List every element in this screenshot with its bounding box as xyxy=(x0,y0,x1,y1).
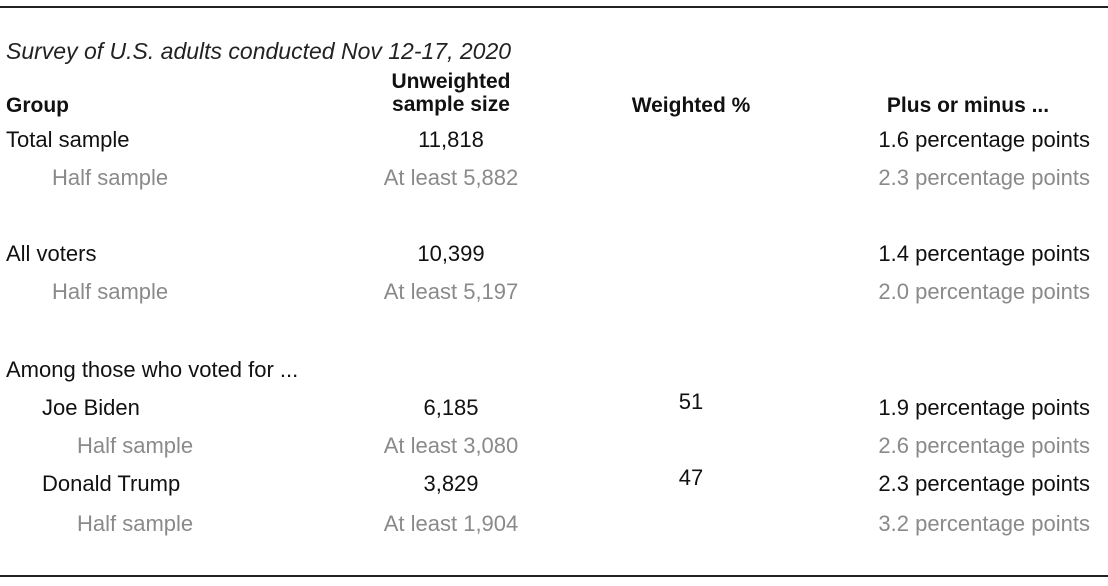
group-label: Donald Trump xyxy=(42,471,181,496)
table-row-section-label: Among those who voted for ... xyxy=(0,355,1108,385)
margin-of-error: 2.3 percentage points xyxy=(878,165,1090,190)
table-row-all-voters: All voters 10,399 1.4 percentage points xyxy=(0,239,1108,269)
sample-size: At least 3,080 xyxy=(383,433,519,458)
sample-size: 6,185 xyxy=(423,395,479,420)
bottom-rule xyxy=(0,575,1108,577)
sample-size: At least 1,904 xyxy=(383,511,519,536)
sample-size: 3,829 xyxy=(423,471,479,496)
survey-caption: Survey of U.S. adults conducted Nov 12-1… xyxy=(6,38,512,64)
group-label: Half sample xyxy=(77,511,194,536)
header-unweighted-line2: sample size xyxy=(392,93,510,116)
margin-of-error: 1.4 percentage points xyxy=(878,241,1090,266)
header-weighted-percent: Weighted % xyxy=(631,94,751,117)
group-label: All voters xyxy=(6,241,97,266)
sample-size: At least 5,882 xyxy=(383,165,519,190)
sample-size: At least 5,197 xyxy=(383,279,519,304)
group-label: Half sample xyxy=(52,165,169,190)
top-rule xyxy=(0,6,1108,8)
table-row-total-sample: Total sample 11,818 1.6 percentage point… xyxy=(0,125,1108,155)
weighted-percent: 47 xyxy=(678,465,704,490)
margin-of-error: 2.3 percentage points xyxy=(878,471,1090,496)
group-label: Joe Biden xyxy=(42,395,140,420)
sample-size: 11,818 xyxy=(418,127,484,152)
margin-of-error: 1.9 percentage points xyxy=(878,395,1090,420)
margin-of-error: 1.6 percentage points xyxy=(878,127,1090,152)
weighted-percent: 51 xyxy=(678,389,704,414)
header-plus-or-minus: Plus or minus ... xyxy=(886,94,1050,117)
header-group: Group xyxy=(6,94,69,117)
table-row-half-sample: Half sample At least 1,904 3.2 percentag… xyxy=(0,509,1108,539)
table-row-half-sample: Half sample At least 5,882 2.3 percentag… xyxy=(0,163,1108,193)
table-row-half-sample: Half sample At least 3,080 2.6 percentag… xyxy=(0,431,1108,461)
group-label: Half sample xyxy=(52,279,169,304)
table-row-joe-biden: Joe Biden 6,185 51 1.9 percentage points xyxy=(0,389,1108,423)
table-row-half-sample: Half sample At least 5,197 2.0 percentag… xyxy=(0,277,1108,307)
group-label: Half sample xyxy=(77,433,194,458)
margin-of-error: 2.6 percentage points xyxy=(878,433,1090,458)
sample-size: 10,399 xyxy=(417,241,485,266)
header-unweighted-line1: Unweighted xyxy=(391,70,511,93)
group-label: Among those who voted for ... xyxy=(6,357,299,382)
header-unweighted-sample-size: Unweighted sample size xyxy=(392,70,511,116)
margin-of-error: 2.0 percentage points xyxy=(878,279,1090,304)
margin-of-error: 3.2 percentage points xyxy=(878,511,1090,536)
table-row-donald-trump: Donald Trump 3,829 47 2.3 percentage poi… xyxy=(0,465,1108,499)
group-label: Total sample xyxy=(6,127,130,152)
